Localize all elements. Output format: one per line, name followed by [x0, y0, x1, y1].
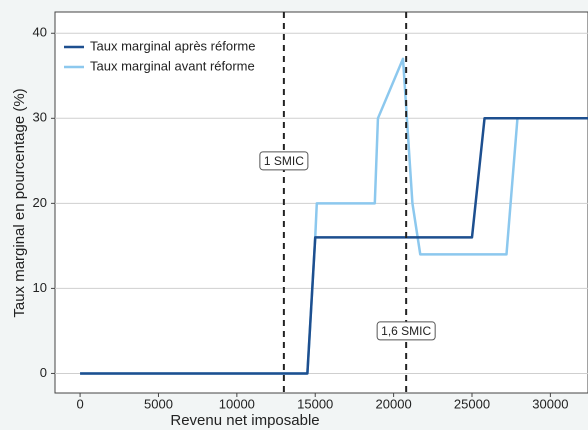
x-tick-label: 30000 [532, 396, 568, 411]
x-tick-label: 10000 [219, 396, 255, 411]
annotation-box [259, 151, 309, 171]
annotation: 1,6 SMIC [381, 324, 431, 338]
legend-label: Taux marginal avant réforme [90, 58, 255, 73]
legend-label: Taux marginal après réforme [90, 38, 255, 53]
series-line [80, 117, 588, 375]
annotation-box [376, 321, 436, 341]
y-axis-label: Taux marginal en pourcentage (%) [11, 88, 28, 317]
x-axis-label: Revenu net imposable [170, 412, 319, 429]
y-tick-label: 30 [33, 110, 47, 125]
x-tick-label: 25000 [454, 396, 490, 411]
x-tick-label: 5000 [144, 396, 173, 411]
y-tick-label: 20 [33, 195, 47, 210]
x-tick-label: 20000 [376, 396, 412, 411]
y-tick-label: 10 [33, 280, 47, 295]
annotation: 1 SMIC [264, 154, 304, 168]
x-tick-label: 0 [76, 396, 83, 411]
x-tick-label: 15000 [297, 396, 333, 411]
y-tick-label: 40 [33, 25, 47, 40]
y-tick-label: 0 [40, 365, 47, 380]
